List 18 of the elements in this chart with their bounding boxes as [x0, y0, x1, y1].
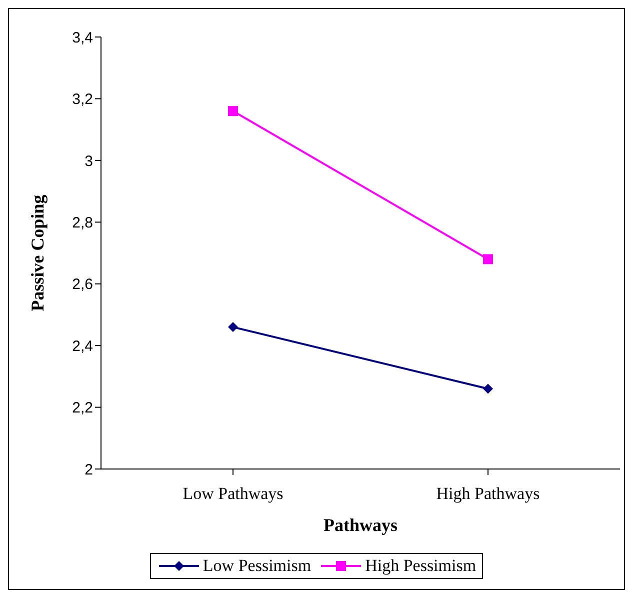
y-tick-label: 2,4 [72, 338, 93, 355]
legend-label: Low Pessimism [202, 556, 312, 576]
y-tick-label: 2,6 [72, 276, 93, 294]
y-tick-label: 2,8 [72, 214, 93, 232]
legend-label: High Pessimism [364, 556, 476, 576]
y-tick-label: 2 [84, 461, 93, 478]
point [483, 384, 493, 394]
x-tick-label: High Pathways [436, 484, 540, 504]
x-axis-title: Pathways [323, 515, 398, 535]
y-axis-title: Passive Coping [27, 194, 48, 312]
y-tick-label: 3 [84, 152, 93, 170]
y-tick-label: 3,4 [72, 29, 93, 46]
point [228, 106, 238, 116]
point [228, 322, 238, 332]
y-tick-label: 2,2 [72, 400, 93, 417]
y-tick-label: 3,2 [72, 91, 93, 108]
x-tick-label: Low Pathways [182, 484, 284, 504]
point [483, 254, 493, 264]
